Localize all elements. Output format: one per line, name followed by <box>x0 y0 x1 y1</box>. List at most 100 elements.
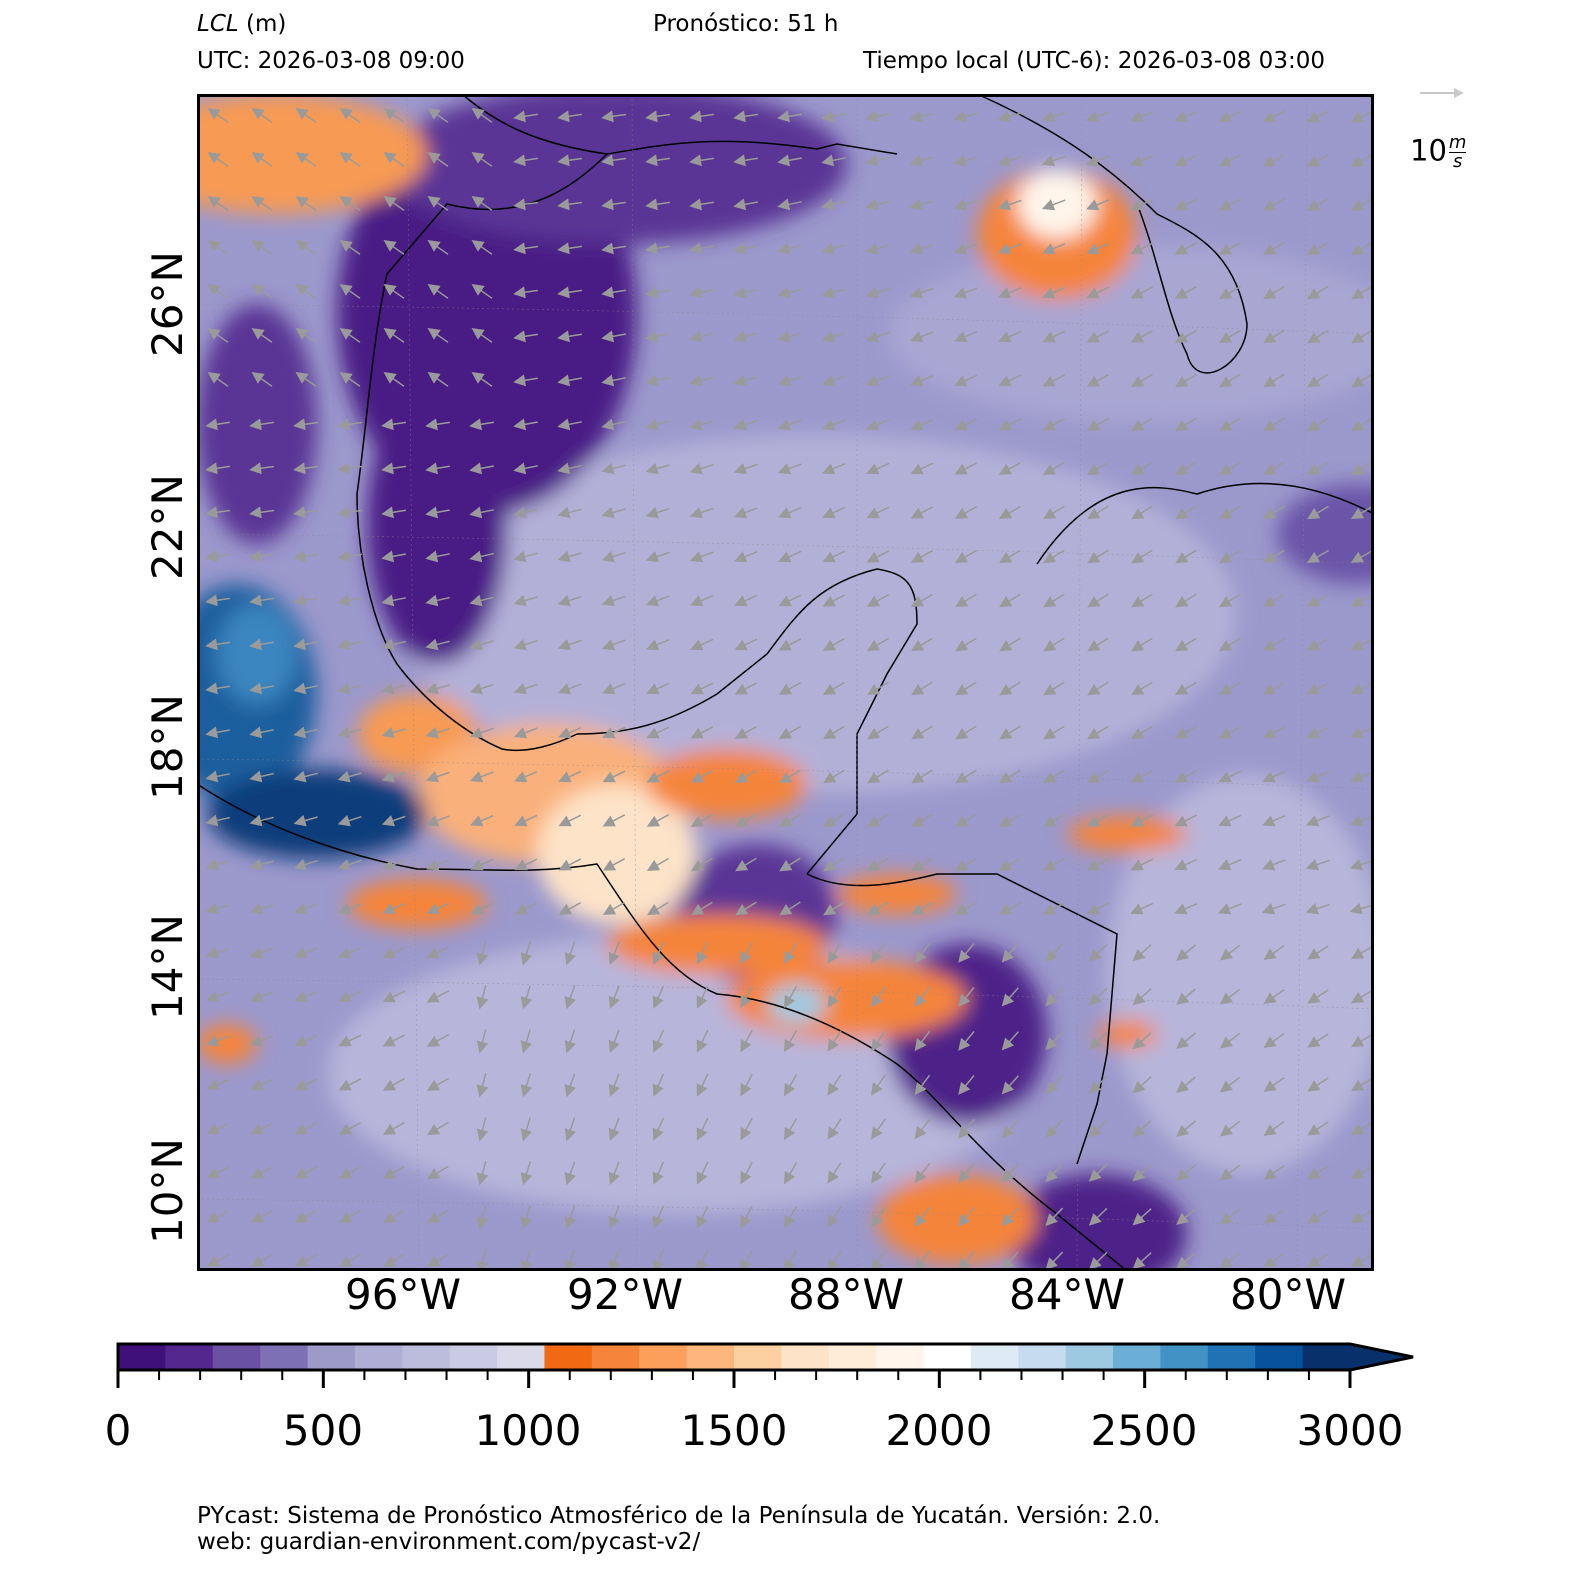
wind-arrow <box>865 154 890 167</box>
wind-arrow <box>652 1117 665 1141</box>
wind-arrow <box>1041 154 1066 167</box>
wind-arrow <box>779 813 801 828</box>
wind-arrow <box>866 506 890 519</box>
footer: PYcast: Sistema de Pronóstico Atmosféric… <box>197 1503 1160 1556</box>
wind-arrow <box>338 1122 362 1135</box>
wind-arrow <box>1132 1252 1152 1270</box>
wind-arrow <box>1176 1208 1196 1225</box>
wind-arrow <box>383 195 405 211</box>
wind-arrow <box>954 506 978 519</box>
wind-arrow <box>1305 859 1330 871</box>
wind-arrow <box>337 506 362 519</box>
wind-key-arrow-icon <box>1420 88 1464 98</box>
wind-arrow <box>564 1117 577 1142</box>
lon-tick-84w: 84°W <box>1009 1270 1125 1319</box>
wind-arrow <box>1218 814 1242 827</box>
wind-arrow <box>293 638 318 651</box>
wind-arrow <box>645 595 670 607</box>
wind-arrow <box>383 327 405 343</box>
wind-arrow <box>909 331 934 343</box>
wind-arrow <box>425 638 450 651</box>
forecast-hour: Pronóstico: 51 h <box>653 11 839 37</box>
wind-arrow <box>205 946 230 959</box>
wind-arrow <box>1175 417 1197 432</box>
wind-arrow <box>867 813 889 828</box>
wind-arrow <box>338 947 362 959</box>
wind-arrow <box>295 107 317 123</box>
colorbar-segment <box>591 1344 640 1370</box>
wind-arrow <box>696 1029 709 1053</box>
wind-arrow <box>1349 771 1374 783</box>
wind-arrow <box>1307 329 1329 344</box>
wind-arrow <box>381 550 406 563</box>
wind-arrow <box>827 942 842 964</box>
wind-arrow <box>206 1210 230 1223</box>
wind-arrow <box>608 1029 620 1054</box>
wind-arrow <box>383 371 405 387</box>
wind-arrow <box>1085 155 1110 167</box>
wind-arrow <box>734 594 758 607</box>
wind-arrow <box>1262 549 1285 564</box>
wind-arrow <box>998 505 1021 519</box>
wind-arrow <box>471 107 493 123</box>
wind-arrow <box>294 1253 317 1268</box>
wind-arrow <box>1086 330 1110 343</box>
colorbar-segment <box>1113 1344 1161 1370</box>
wind-arrow <box>1218 198 1242 211</box>
wind-arrow <box>735 857 757 872</box>
wind-arrow <box>339 239 361 255</box>
wind-arrow <box>427 283 449 299</box>
wind-arrow <box>783 986 798 1009</box>
wind-arrow <box>514 771 538 783</box>
wind-arrow <box>867 857 889 872</box>
wind-arrow <box>1176 944 1196 961</box>
wind-arrow <box>251 239 273 255</box>
wind-arrow <box>1350 726 1374 739</box>
lat-tick-26n: 26°N <box>143 251 192 357</box>
wind-arrow <box>602 901 625 915</box>
wind-arrow <box>1350 550 1373 563</box>
wind-arrow <box>425 418 450 431</box>
lon-tick-88w: 88°W <box>788 1270 904 1319</box>
wind-arrow <box>513 638 538 651</box>
wind-arrow <box>1218 726 1242 739</box>
lon-tick-92w: 92°W <box>567 1270 683 1319</box>
wind-arrow <box>1263 505 1285 520</box>
wind-arrow <box>696 1249 709 1271</box>
wind-arrow <box>513 727 538 739</box>
wind-arrow <box>645 506 670 519</box>
wind-arrow <box>558 902 582 915</box>
wind-arrow <box>1131 461 1153 476</box>
wind-arrow <box>777 110 802 123</box>
wind-arrow <box>608 1249 620 1271</box>
wind-arrow <box>953 110 978 123</box>
wind-arrow <box>1045 1075 1064 1095</box>
wind-arrow <box>1219 1076 1241 1093</box>
wind-arrow <box>1219 1032 1241 1049</box>
wind-arrow <box>1350 1165 1373 1180</box>
wind-arrow <box>871 942 886 964</box>
wind-arrow <box>689 154 714 167</box>
wind-arrow <box>1088 1031 1108 1050</box>
wind-arrow <box>337 814 362 827</box>
wind-arrow <box>1307 1077 1329 1092</box>
wind-arrow <box>1174 770 1198 783</box>
wind-arrow <box>513 418 538 431</box>
wind-arrow <box>469 418 494 431</box>
wind-arrow <box>293 682 318 695</box>
wind-arrow <box>1176 1252 1196 1269</box>
wind-arrow <box>425 815 450 827</box>
wind-arrow <box>601 154 626 167</box>
wind-arrow <box>645 462 670 475</box>
wind-arrow <box>382 1121 405 1135</box>
wind-arrow <box>294 991 318 1003</box>
wind-arrow <box>1350 682 1374 695</box>
wind-arrow <box>427 371 449 387</box>
wind-arrow <box>382 946 406 959</box>
wind-arrow <box>865 375 890 387</box>
wind-arrow <box>910 418 934 431</box>
wind-arrow <box>381 418 406 431</box>
wind-arrow <box>1349 815 1374 827</box>
wind-arrow <box>1132 944 1152 962</box>
wind-arrow <box>696 1073 709 1097</box>
